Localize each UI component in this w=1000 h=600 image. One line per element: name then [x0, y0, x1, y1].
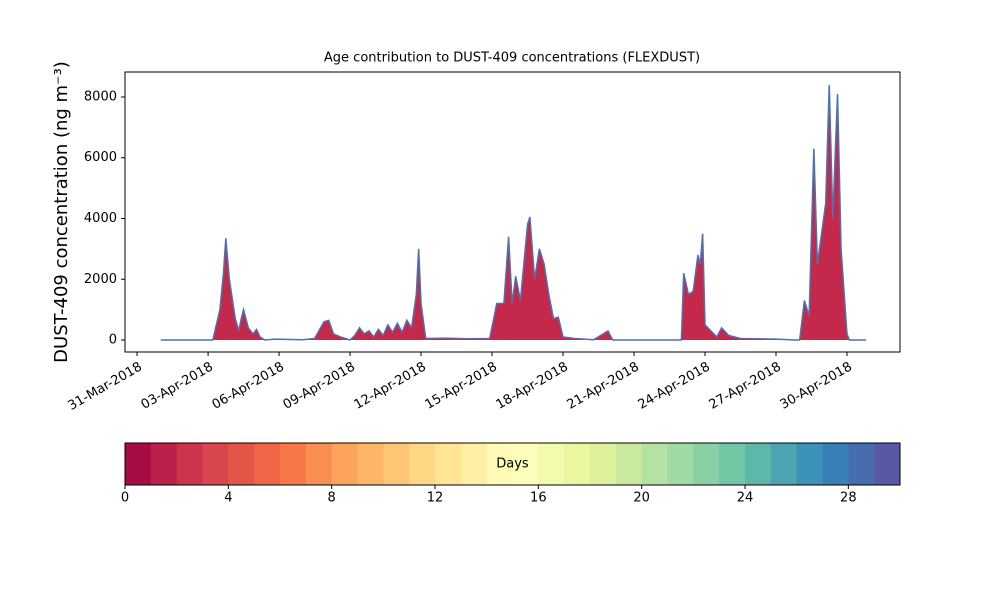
- colorbar-bin: [848, 443, 875, 485]
- x-tick-label: 06-Apr-2018: [210, 360, 287, 413]
- colorbar-bin: [641, 443, 668, 485]
- colorbar-tick-label: 20: [633, 491, 650, 506]
- colorbar-frame: [124, 442, 901, 486]
- colorbar-bin: [615, 443, 643, 485]
- colorbar-tick-label: 24: [737, 491, 754, 506]
- y-tick-label: 6000: [84, 150, 117, 165]
- area: [160, 84, 866, 341]
- colorbar-bin: [280, 443, 307, 485]
- colorbar-bin: [150, 443, 178, 485]
- x-tick-label: 15-Apr-2018: [423, 360, 500, 413]
- colorbar-tick-label: 8: [328, 491, 336, 506]
- colorbar-tick-label: 0: [121, 491, 129, 506]
- colorbar-bin: [125, 443, 152, 485]
- colorbar-bin: [357, 443, 384, 485]
- y-tick-label: 0: [109, 333, 117, 348]
- x-tick-label: 21-Apr-2018: [565, 360, 642, 413]
- colorbar-bin: [305, 443, 333, 485]
- colorbar-tick-label: 4: [224, 491, 232, 506]
- colorbar-bin: [745, 443, 772, 485]
- plot-frame: [124, 71, 901, 353]
- x-tick-label: 24-Apr-2018: [636, 360, 713, 413]
- colorbar-bin: [176, 443, 203, 485]
- colorbar-tick-label: 16: [530, 491, 547, 506]
- colorbar-bin: [874, 443, 901, 485]
- x-tick-label: 18-Apr-2018: [494, 360, 571, 413]
- x-tick-label: 30-Apr-2018: [778, 360, 855, 413]
- colorbar-bin: [435, 443, 462, 485]
- x-tick-label: 27-Apr-2018: [707, 360, 784, 413]
- y-tick-label: 2000: [84, 272, 117, 287]
- x-tick-label: 12-Apr-2018: [352, 360, 429, 413]
- colorbar-bin: [719, 443, 746, 485]
- colorbar-bin: [331, 443, 358, 485]
- x-tick-label: 03-Apr-2018: [139, 360, 216, 413]
- colorbar-bin: [486, 443, 513, 485]
- colorbar-bin: [693, 443, 720, 485]
- area-outline: [160, 84, 866, 341]
- colorbar-bin: [796, 443, 823, 485]
- chart-title: Age contribution to DUST-409 concentrati…: [324, 51, 700, 66]
- colorbar-bin: [254, 443, 281, 485]
- colorbar-bin: [590, 443, 617, 485]
- colorbar-bin: [383, 443, 410, 485]
- colorbar-bin: [770, 443, 798, 485]
- y-axis-label: DUST-409 concentration (ng m⁻³): [51, 61, 72, 363]
- y-tick-label: 8000: [84, 89, 117, 104]
- colorbar-bin: [512, 443, 539, 485]
- colorbar-bin: [202, 443, 229, 485]
- colorbar-bin: [460, 443, 488, 485]
- colorbar-bin: [409, 443, 436, 485]
- colorbar-bin: [667, 443, 694, 485]
- colorbar-tick-label: 12: [427, 491, 444, 506]
- colorbar-bin: [564, 443, 591, 485]
- x-tick-label: 31-Mar-2018: [66, 360, 145, 414]
- colorbar-bin: [538, 443, 565, 485]
- colorbar-tick-label: 28: [840, 491, 857, 506]
- x-tick-label: 09-Apr-2018: [281, 360, 358, 413]
- colorbar-bin: [822, 443, 849, 485]
- y-tick-label: 4000: [84, 211, 117, 226]
- colorbar-label: Days: [496, 457, 529, 472]
- colorbar-bin: [228, 443, 255, 485]
